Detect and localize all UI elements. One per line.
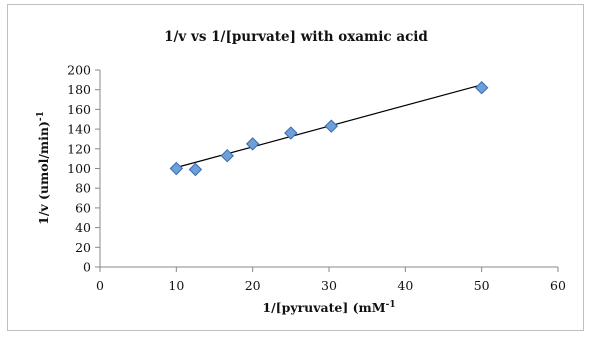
y-tick-label: 180 <box>67 82 91 97</box>
y-axis-label: 1/v (umol/min)-1 <box>36 111 51 225</box>
y-tick-label: 100 <box>67 161 91 176</box>
chart-frame <box>7 4 584 331</box>
y-tick-label: 200 <box>67 63 91 78</box>
y-tick-label: 0 <box>83 260 91 275</box>
data-point <box>188 162 203 177</box>
data-point <box>169 161 184 176</box>
y-tick-label: 80 <box>75 181 91 196</box>
x-ticks: 0 10 20 30 40 50 60 <box>96 267 566 293</box>
y-tick-label: 140 <box>67 122 91 137</box>
data-point <box>220 148 234 163</box>
y-tick-label: 20 <box>75 240 91 255</box>
x-tick-label: 20 <box>245 278 261 293</box>
y-tick-label: 60 <box>75 200 91 215</box>
x-axis-label: 1/[pyruvate] (mM-1 <box>262 300 395 315</box>
x-tick-label: 40 <box>397 278 413 293</box>
data-point <box>474 81 489 95</box>
data-point <box>284 126 298 140</box>
x-axis-label-superscript: -1 <box>386 300 396 310</box>
x-tick-label: 30 <box>321 278 337 293</box>
x-axis-label-text: 1/[pyruvate] (mM <box>262 300 385 315</box>
x-tick-label: 0 <box>96 278 104 293</box>
chart-title: 1/v vs 1/[purvate] with oxamic acid <box>164 29 428 45</box>
y-tick-label: 160 <box>67 102 91 117</box>
y-ticks: 0 20 40 60 80 100 120 140 160 180 200 <box>67 63 100 275</box>
data-points <box>169 81 489 177</box>
y-tick-label: 120 <box>67 141 91 156</box>
data-point <box>245 137 260 151</box>
x-tick-label: 10 <box>168 278 184 293</box>
y-axis-label-text: 1/v (umol/min) <box>36 121 51 225</box>
y-axis-label-superscript: -1 <box>36 111 46 121</box>
x-tick-label: 60 <box>550 278 566 293</box>
data-point <box>324 119 338 133</box>
x-tick-label: 50 <box>474 278 490 293</box>
y-tick-label: 40 <box>75 220 91 235</box>
